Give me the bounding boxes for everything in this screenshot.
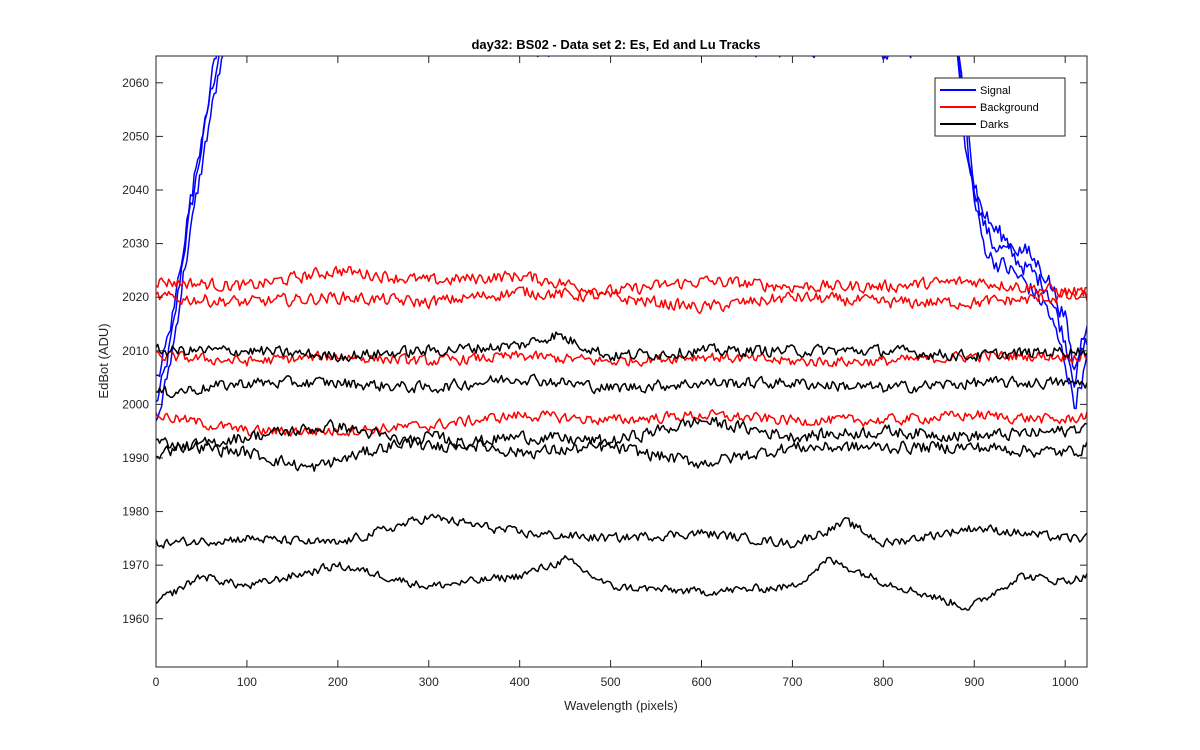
x-axis-label: Wavelength (pixels) [564,698,678,713]
legend-label-darks: Darks [980,119,1009,131]
y-tick-label: 1970 [122,558,149,572]
legend-label-background: Background [980,102,1039,114]
legend-label-signal: Signal [980,85,1011,97]
y-tick-label: 2020 [122,290,149,304]
series-line-darks-12 [156,555,1087,611]
series-line-darks-11 [156,513,1087,549]
x-tick-label: 700 [782,675,802,689]
x-tick-label: 800 [873,675,893,689]
x-tick-label: 600 [691,675,711,689]
x-tick-label: 100 [237,675,257,689]
y-tick-label: 1980 [122,505,149,519]
y-tick-label: 2030 [122,237,149,251]
x-tick-label: 1000 [1052,675,1079,689]
x-tick-label: 500 [601,675,621,689]
series-line-background-3 [156,265,1087,298]
y-tick-label: 2050 [122,129,149,143]
y-tick-label: 2040 [122,183,149,197]
series-layer [156,56,1087,611]
x-tick-label: 400 [510,675,530,689]
x-tick-label: 300 [419,675,439,689]
plot-area [156,56,1087,667]
y-tick-label: 2000 [122,397,149,411]
series-line-background-4 [156,286,1087,315]
x-tick-label: 200 [328,675,348,689]
x-tick-label: 0 [153,675,160,689]
y-axis-label: EdBot (ADU) [96,323,111,398]
y-tick-label: 1990 [122,451,149,465]
legend: Signal Background Darks [934,77,1066,137]
tick-layer: 0 100 200 300 400 500 600 700 800 900 1000 1960 1970… [122,56,1087,689]
series-line-darks-10 [156,416,1087,460]
series-line-darks-8 [156,373,1087,399]
series-line-darks-9 [156,430,1087,472]
series-line-darks-7 [156,331,1087,363]
x-tick-label: 900 [964,675,984,689]
plot-frame [155,55,1088,668]
y-tick-label: 2060 [122,76,149,90]
y-tick-label: 1960 [122,612,149,626]
chart-title: day32: BS02 - Data set 2: Es, Ed and Lu … [471,37,760,52]
y-tick-label: 2010 [122,344,149,358]
